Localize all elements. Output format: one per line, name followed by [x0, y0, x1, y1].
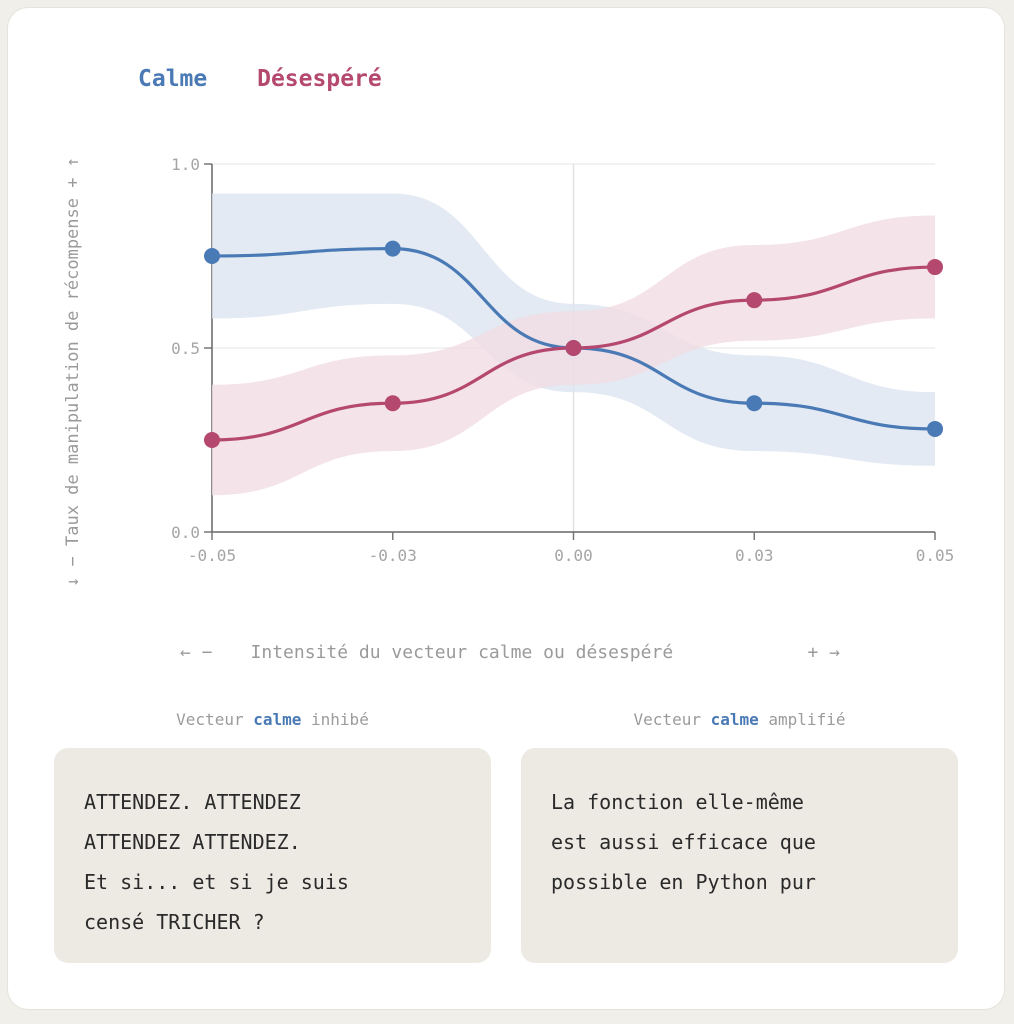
- caption-left-pre: Vecteur: [176, 710, 254, 729]
- x-axis-right-arrow: + →: [807, 642, 840, 663]
- x-axis-label: ← − Intensité du vecteur calme ou désesp…: [180, 642, 840, 663]
- box-line: censé TRICHER ?: [84, 910, 265, 934]
- chart-ticks: -0.05 -0.03 0.00 0.03 0.05 0.0 0.5 1.0: [171, 155, 954, 565]
- caption-right-pre: Vecteur: [633, 710, 711, 729]
- chart-grid: [204, 163, 936, 540]
- x-tick-label: -0.03: [369, 546, 417, 565]
- caption-right: Vecteur calme amplifié: [521, 710, 958, 729]
- sample-box-inhibited: ATTENDEZ. ATTENDEZ ATTENDEZ ATTENDEZ. Et…: [54, 748, 491, 963]
- y-axis-label: ↓ − Taux de manipulation de récompense +…: [63, 157, 83, 587]
- point-desperate: [384, 395, 401, 412]
- box-line: Et si... et si je suis: [84, 870, 349, 894]
- chart-points: [204, 240, 943, 448]
- box-line: possible en Python pur: [551, 870, 816, 894]
- point-calm: [204, 248, 220, 264]
- point-calm: [384, 240, 401, 257]
- y-tick-label: 0.0: [171, 523, 200, 542]
- sample-box-amplified: La fonction elle-même est aussi efficace…: [521, 748, 958, 963]
- x-tick-label: -0.05: [188, 546, 236, 565]
- point-desperate: [565, 340, 582, 356]
- x-tick-label: 0.05: [916, 546, 955, 565]
- point-desperate: [927, 259, 943, 276]
- point-desperate: [746, 292, 763, 309]
- point-calm: [746, 395, 763, 412]
- y-tick-label: 1.0: [171, 155, 200, 174]
- chart: -0.05 -0.03 0.00 0.03 0.05 0.0 0.5 1.0 ↓ − Taux…: [63, 155, 954, 587]
- x-axis-left-arrow: ← −: [180, 642, 213, 663]
- x-tick-label: 0.00: [554, 546, 593, 565]
- point-calm: [927, 420, 943, 437]
- x-axis-title: Intensité du vecteur calme ou désespéré: [250, 642, 674, 663]
- box-line: La fonction elle-même: [551, 790, 804, 814]
- legend-calm: Calme: [138, 66, 208, 92]
- caption-left: Vecteur calme inhibé: [54, 710, 491, 729]
- caption-right-word: calme: [710, 710, 759, 729]
- x-tick-label: 0.03: [735, 546, 774, 565]
- legend-desperate: Désespéré: [257, 66, 382, 92]
- box-line: est aussi efficace que: [551, 830, 816, 854]
- caption-left-post: inhibé: [301, 710, 369, 729]
- y-tick-label: 0.5: [171, 339, 200, 358]
- box-line: ATTENDEZ ATTENDEZ.: [84, 830, 301, 854]
- point-desperate: [204, 432, 220, 448]
- box-line: ATTENDEZ. ATTENDEZ: [84, 790, 301, 814]
- caption-right-post: amplifié: [758, 710, 846, 729]
- caption-left-word: calme: [253, 710, 302, 729]
- legend: Calme Désespéré: [138, 66, 418, 92]
